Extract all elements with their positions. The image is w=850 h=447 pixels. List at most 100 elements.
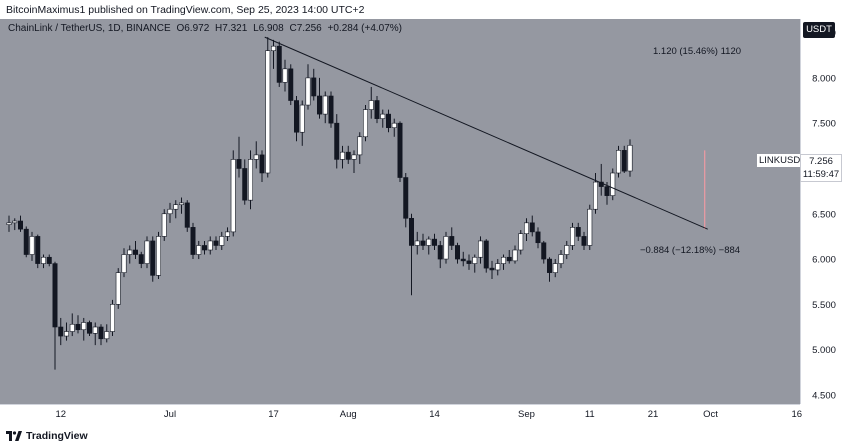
candle [443, 231, 449, 264]
candle-body [385, 113, 391, 129]
time-axis[interactable] [0, 404, 800, 424]
candle-body [104, 331, 110, 340]
candle [219, 231, 225, 250]
legend-high-label: H [215, 23, 223, 34]
candle [454, 242, 460, 264]
candle-body [483, 240, 489, 269]
candle-body [156, 236, 162, 276]
candle-body [127, 249, 133, 255]
candle [104, 324, 110, 343]
publisher-line: BitcoinMaximus1 published on TradingView… [6, 4, 365, 16]
candle-body [69, 323, 75, 332]
candle [598, 163, 604, 196]
candle-body [115, 272, 121, 305]
candle [437, 240, 443, 269]
candle-body [523, 222, 529, 234]
candle [518, 230, 524, 255]
candle [202, 240, 208, 255]
candle-body [604, 186, 610, 196]
footer-brand: TradingView [26, 430, 88, 442]
descending-trendline[interactable] [264, 36, 708, 230]
candle-body [58, 326, 64, 337]
candle-body [299, 104, 305, 133]
candle [98, 324, 104, 346]
candle-body [110, 304, 116, 332]
candle-body [466, 260, 472, 264]
candle [46, 254, 52, 267]
candle [161, 209, 167, 241]
candle-body [270, 45, 276, 52]
candle [357, 132, 363, 164]
candle [179, 197, 185, 214]
candle-body [230, 159, 236, 233]
candle-body [575, 227, 581, 237]
candle [293, 96, 299, 142]
candle-body [173, 204, 179, 210]
candle [17, 215, 23, 232]
candle-body [293, 100, 299, 133]
bar-countdown: 11:59:47 [802, 169, 840, 180]
candle [523, 218, 529, 241]
measure-label-lower: −0.884 (−12.18%) −884 [640, 245, 740, 256]
candle-body [535, 231, 541, 244]
last-price-tag: 7.256 11:59:47 [800, 154, 842, 182]
candle-body [253, 154, 259, 160]
candle-body [29, 236, 35, 255]
legend-pair: ChainLink / TetherUS, 1D, BINANCE [8, 23, 171, 34]
tradingview-logo-icon [6, 431, 22, 441]
candle-body [87, 322, 93, 334]
legend-change: +0.284 (+4.07%) [327, 23, 403, 34]
candle [495, 259, 501, 276]
candle [236, 136, 242, 178]
price-axis[interactable] [800, 19, 850, 404]
candle [299, 100, 305, 146]
last-price-value: 7.256 [809, 156, 833, 167]
candle [380, 109, 386, 128]
tradingview-logo[interactable]: TradingView [6, 430, 88, 442]
candle-body [35, 236, 41, 264]
candle-body [581, 236, 587, 246]
candle-body [587, 208, 593, 246]
candle [270, 39, 276, 69]
candle [615, 145, 621, 178]
candle [449, 227, 455, 250]
candle [431, 233, 437, 250]
candle [362, 105, 368, 142]
candle-body [144, 240, 150, 264]
candle-body [265, 50, 271, 174]
symbol-price-label: LINKUSDT [757, 154, 808, 167]
candle-body [75, 323, 81, 331]
candle-body [167, 208, 173, 215]
candle-body [552, 263, 558, 273]
candle [558, 250, 564, 269]
candle [546, 257, 552, 282]
candle-body [6, 222, 12, 225]
candle [64, 322, 70, 341]
candle [305, 64, 311, 110]
candle-body [351, 154, 357, 160]
candle-body [242, 168, 248, 201]
candle-body [420, 240, 426, 246]
candle [506, 250, 512, 264]
candle [403, 173, 409, 228]
currency-button[interactable]: USDT [803, 22, 835, 38]
candle-body [334, 122, 340, 160]
legend-low-value: 6.908 [258, 23, 284, 34]
candle [552, 259, 558, 278]
candle [575, 222, 581, 241]
candle-body [133, 249, 139, 255]
candle-body [477, 240, 483, 258]
candle [12, 218, 18, 231]
candle-body [213, 240, 219, 246]
candle [52, 261, 58, 370]
candle-body [179, 202, 185, 206]
candle-body [380, 113, 386, 119]
candle [374, 96, 380, 124]
candle-body [282, 68, 288, 83]
candle [242, 159, 248, 205]
candle-body [259, 154, 265, 174]
candle-body [437, 245, 443, 260]
candle-body [431, 238, 437, 246]
candle [587, 204, 593, 250]
